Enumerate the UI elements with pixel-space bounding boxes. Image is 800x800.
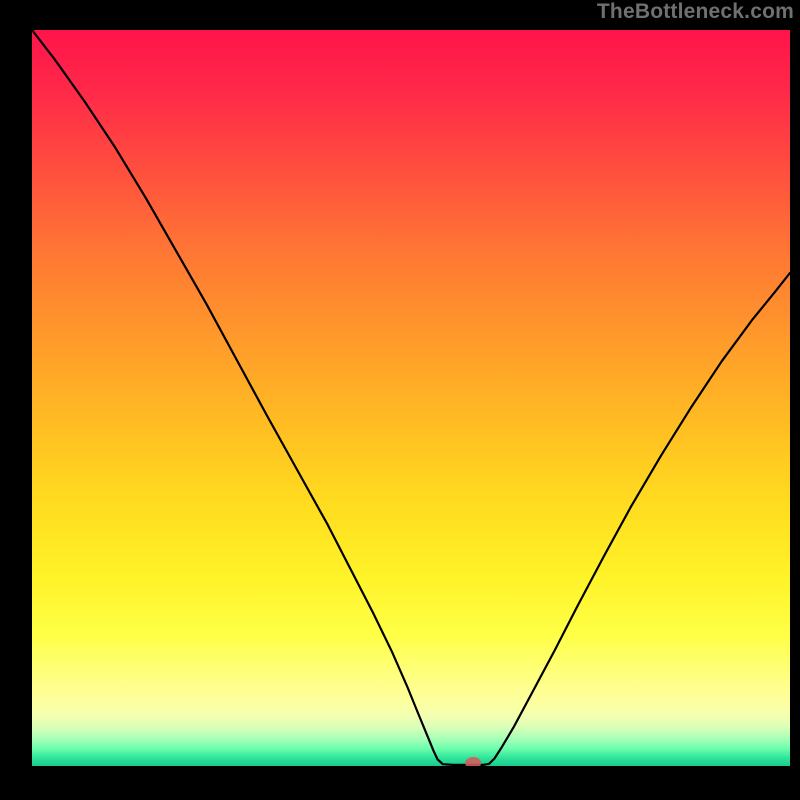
chart-svg — [0, 0, 800, 800]
bottleneck-chart: TheBottleneck.com — [0, 0, 800, 800]
gradient-background — [32, 30, 790, 766]
optimal-marker — [465, 757, 481, 769]
